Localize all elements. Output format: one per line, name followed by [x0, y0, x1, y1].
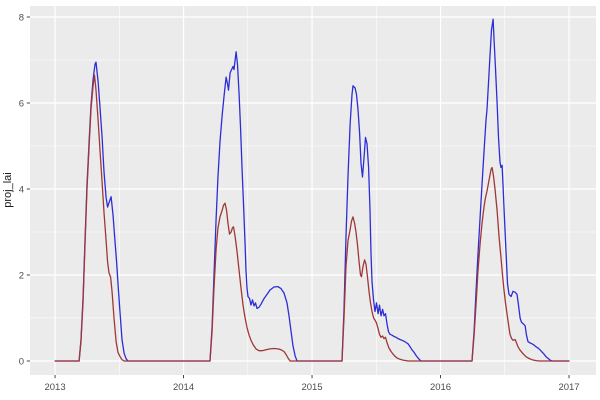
- y-tick-label: 4: [19, 184, 24, 195]
- x-axis-tick-labels: 2013 2014 2015 2016 2017: [44, 382, 579, 393]
- y-tick-label: 8: [19, 12, 24, 23]
- data-series-lines: [54, 18, 570, 362]
- x-tick-label: 2017: [558, 382, 579, 393]
- red-line: [54, 74, 570, 362]
- x-tick-label: 2016: [430, 382, 451, 393]
- minor-gridlines: [30, 6, 596, 375]
- y-tick-label: 2: [19, 270, 24, 281]
- y-tick-label: 6: [19, 98, 24, 109]
- x-tick-label: 2014: [173, 382, 194, 393]
- x-tick-label: 2013: [44, 382, 65, 393]
- y-axis-title: proj_lai: [2, 172, 14, 207]
- x-tick-label: 2015: [301, 382, 322, 393]
- y-axis-tick-labels: 0 2 4 6 8: [19, 12, 24, 367]
- y-tick-label: 0: [19, 356, 24, 367]
- axis-tick-marks: [26, 16, 570, 379]
- panel-background: [30, 6, 596, 375]
